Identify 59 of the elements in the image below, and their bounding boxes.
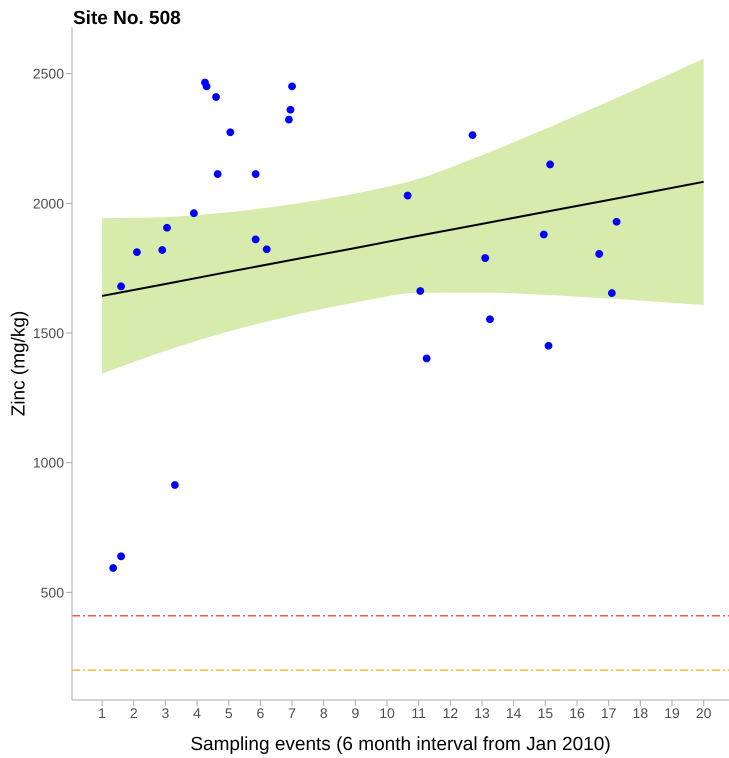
point bbox=[170, 481, 179, 489]
point bbox=[117, 282, 125, 290]
x-tick-label: 20 bbox=[696, 704, 712, 721]
point bbox=[486, 315, 494, 324]
point bbox=[404, 192, 412, 200]
x-tick-label: 5 bbox=[224, 704, 233, 721]
x-tick-label: 19 bbox=[664, 704, 680, 721]
point bbox=[595, 250, 604, 258]
point bbox=[158, 246, 166, 254]
x-tick-label: 6 bbox=[256, 704, 264, 721]
point bbox=[252, 236, 260, 244]
point bbox=[544, 342, 552, 350]
x-tick-label: 8 bbox=[320, 704, 328, 721]
point bbox=[117, 552, 125, 560]
point bbox=[546, 160, 554, 168]
point bbox=[202, 82, 210, 90]
x-tick-label: 4 bbox=[193, 704, 202, 721]
point bbox=[163, 224, 171, 232]
x-tick-label: 2 bbox=[130, 704, 138, 721]
point bbox=[252, 170, 260, 178]
x-axis-title: Sampling events (6 month interval from Jan 2010) bbox=[190, 734, 611, 755]
x-tick-label: 11 bbox=[411, 704, 426, 721]
y-tick-label: 500 bbox=[40, 584, 64, 600]
x-tick-label: 1 bbox=[98, 704, 106, 721]
point bbox=[133, 248, 141, 256]
point bbox=[190, 209, 198, 218]
y-axis-title: Zinc (mg/kg) bbox=[8, 310, 30, 416]
point bbox=[422, 354, 431, 362]
x-tick-label: 10 bbox=[379, 704, 396, 721]
point bbox=[540, 230, 548, 238]
y-tick-label: 2500 bbox=[32, 66, 64, 82]
point bbox=[109, 564, 118, 572]
point bbox=[212, 93, 220, 101]
x-tick-label: 15 bbox=[538, 704, 554, 721]
point bbox=[226, 128, 234, 136]
point bbox=[262, 245, 271, 254]
point bbox=[288, 82, 296, 90]
x-tick-label: 16 bbox=[569, 704, 586, 721]
point bbox=[468, 131, 476, 140]
point bbox=[612, 218, 621, 226]
x-tick-label: 13 bbox=[474, 704, 490, 721]
x-tick-label: 3 bbox=[162, 704, 170, 721]
x-tick-label: 9 bbox=[351, 704, 360, 721]
x-tick-label: 17 bbox=[600, 704, 617, 721]
x-tick-label: 14 bbox=[506, 704, 522, 721]
point bbox=[416, 287, 424, 295]
x-tick-label: 18 bbox=[632, 704, 648, 721]
point bbox=[284, 116, 293, 124]
y-tick-label: 1500 bbox=[32, 324, 64, 341]
point bbox=[481, 254, 490, 262]
point bbox=[286, 106, 294, 114]
point bbox=[214, 170, 222, 178]
point bbox=[608, 289, 616, 297]
line-series bbox=[101, 180, 705, 297]
y-tick-label: 2000 bbox=[32, 195, 64, 212]
x-tick-label: 7 bbox=[288, 704, 296, 721]
y-tick-label: 1000 bbox=[32, 454, 64, 471]
x-tick-label: 12 bbox=[442, 704, 458, 721]
chart-title: Site No. 508 bbox=[73, 8, 181, 30]
